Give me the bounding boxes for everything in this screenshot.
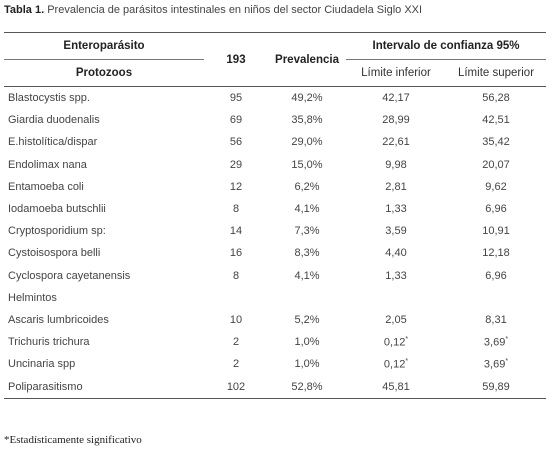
cell-ci-upper: 6,96 <box>485 269 507 282</box>
cell-ci-upper: 3,69* <box>483 358 509 371</box>
caption-label: Tabla 1. <box>4 4 45 16</box>
cell-ci-lower: 22,61 <box>382 136 410 149</box>
footnote: *Estadísticamente significativo <box>4 434 142 446</box>
cell-ci-upper: 35,42 <box>482 136 510 149</box>
cell-count: 2 <box>232 358 240 371</box>
cell-count: 8 <box>232 203 240 216</box>
header-total: 193 <box>204 32 268 87</box>
cell-ci-lower: 3,59 <box>385 225 407 238</box>
table-caption: Tabla 1. Prevalencia de parásitos intest… <box>4 4 422 16</box>
cell-ci-upper: 20,07 <box>482 158 510 171</box>
cell-name: Blastocystis spp. <box>8 92 90 105</box>
cell-name: Ascaris lumbricoides <box>8 313 109 326</box>
table-row: Poliparasitismo 102 52,8% 45,81 59,89 <box>4 375 546 399</box>
cell-prevalence: 4,1% <box>294 269 320 282</box>
cell-ci-upper: 6,96 <box>485 203 507 216</box>
table-row: Cystoisospora belli 16 8,3% 4,40 12,18 <box>4 242 546 264</box>
header-ci-lower: Límite inferior <box>346 59 446 87</box>
header-protozoos: Protozoos <box>4 59 204 87</box>
cell-prevalence: 52,8% <box>268 375 346 399</box>
caption-text: Prevalencia de parásitos intestinales en… <box>44 4 423 16</box>
cell-name: Uncinaria spp <box>8 358 76 371</box>
cell-name: Helmintos <box>8 291 57 304</box>
cell-name: Cyclospora cayetanensis <box>8 269 131 282</box>
cell-prevalence: 7,3% <box>294 225 320 238</box>
cell-ci-upper: 56,28 <box>482 92 510 105</box>
header-prevalencia: Prevalencia <box>268 32 346 87</box>
cell-prevalence: 29,0% <box>291 136 323 149</box>
table-row: Cyclospora cayetanensis 8 4,1% 1,33 6,96 <box>4 265 546 287</box>
cell-count: 8 <box>232 269 240 282</box>
table-row: Cryptosporidium sp: 14 7,3% 3,59 10,91 <box>4 220 546 242</box>
cell-prevalence <box>268 287 346 309</box>
cell-ci-lower: 1,33 <box>385 269 407 282</box>
table-row: Entamoeba coli 12 6,2% 2,81 9,62 <box>4 176 546 198</box>
cell-ci-lower: 9,98 <box>385 158 407 171</box>
cell-count: 29 <box>229 158 243 171</box>
table-row: Blastocystis spp. 95 49,2% 42,17 56,28 <box>4 87 546 110</box>
cell-ci-upper <box>446 287 546 309</box>
cell-name: Endolimax nana <box>8 158 87 171</box>
cell-ci-lower: 2,81 <box>385 180 407 193</box>
cell-count: 56 <box>229 136 243 149</box>
table-row: Uncinaria spp 2 1,0% 0,12* 3,69* <box>4 353 546 375</box>
cell-prevalence: 4,1% <box>294 203 320 216</box>
cell-count: 16 <box>229 247 243 260</box>
header-ci-group: Intervalo de confianza 95% <box>346 32 546 60</box>
cell-count: 12 <box>229 180 243 193</box>
cell-name: Cystoisospora belli <box>8 247 101 260</box>
cell-ci-lower: 45,81 <box>346 375 446 399</box>
cell-name: Giardia duodenalis <box>8 114 100 127</box>
cell-count: 95 <box>229 92 243 105</box>
header-enteroparasito: Enteroparásito <box>4 32 204 60</box>
table-row: Trichuris trichura 2 1,0% 0,12* 3,69* <box>4 331 546 353</box>
cell-prevalence: 5,2% <box>294 313 320 326</box>
cell-count: 69 <box>229 114 243 127</box>
cell-name: Entamoeba coli <box>8 180 84 193</box>
prevalence-table: Enteroparásito 193 Prevalencia Intervalo… <box>4 32 546 399</box>
cell-count: 10 <box>229 313 243 326</box>
cell-name: E.histolítica/dispar <box>8 136 98 149</box>
cell-ci-lower: 0,12* <box>383 335 409 349</box>
cell-ci-lower <box>346 287 446 309</box>
cell-ci-lower: 4,40 <box>385 247 407 260</box>
cell-ci-upper: 9,62 <box>485 180 507 193</box>
header-ci-upper: Límite superior <box>446 59 546 87</box>
cell-prevalence: 6,2% <box>294 180 320 193</box>
table-row: Helmintos <box>4 287 546 309</box>
table-row: E.histolítica/dispar 56 29,0% 22,61 35,42 <box>4 131 546 153</box>
cell-ci-upper: 10,91 <box>482 225 510 238</box>
cell-ci-lower: 2,05 <box>385 313 407 326</box>
cell-ci-upper: 59,89 <box>446 375 546 399</box>
cell-prevalence: 15,0% <box>291 158 323 171</box>
cell-name: Iodamoeba butschlii <box>8 203 106 216</box>
cell-ci-upper: 12,18 <box>482 247 510 260</box>
cell-ci-lower: 0,12* <box>383 358 409 371</box>
cell-name: Cryptosporidium sp: <box>8 225 106 238</box>
cell-count <box>204 287 268 309</box>
cell-count: 2 <box>232 336 240 349</box>
cell-prevalence: 49,2% <box>291 92 323 105</box>
cell-name: Poliparasitismo <box>4 375 204 399</box>
table-row: Ascaris lumbricoides 10 5,2% 2,05 8,31 <box>4 309 546 331</box>
cell-name: Trichuris trichura <box>8 336 90 349</box>
cell-ci-upper: 3,69* <box>483 335 509 349</box>
cell-prevalence: 1,0% <box>294 336 320 349</box>
table-row: Endolimax nana 29 15,0% 9,98 20,07 <box>4 154 546 176</box>
cell-ci-lower: 28,99 <box>382 114 410 127</box>
table-row: Giardia duodenalis 69 35,8% 28,99 42,51 <box>4 109 546 131</box>
cell-count: 102 <box>204 375 268 399</box>
cell-prevalence: 8,3% <box>294 247 320 260</box>
cell-ci-upper: 42,51 <box>482 114 510 127</box>
cell-count: 14 <box>229 225 243 238</box>
cell-ci-lower: 42,17 <box>382 92 410 105</box>
cell-ci-lower: 1,33 <box>385 203 407 216</box>
table-body: Blastocystis spp. 95 49,2% 42,17 56,28 Giardi… <box>4 87 546 399</box>
cell-prevalence: 1,0% <box>294 358 320 371</box>
cell-prevalence: 35,8% <box>291 114 323 127</box>
table-row: Iodamoeba butschlii 8 4,1% 1,33 6,96 <box>4 198 546 220</box>
cell-ci-upper: 8,31 <box>485 313 507 326</box>
